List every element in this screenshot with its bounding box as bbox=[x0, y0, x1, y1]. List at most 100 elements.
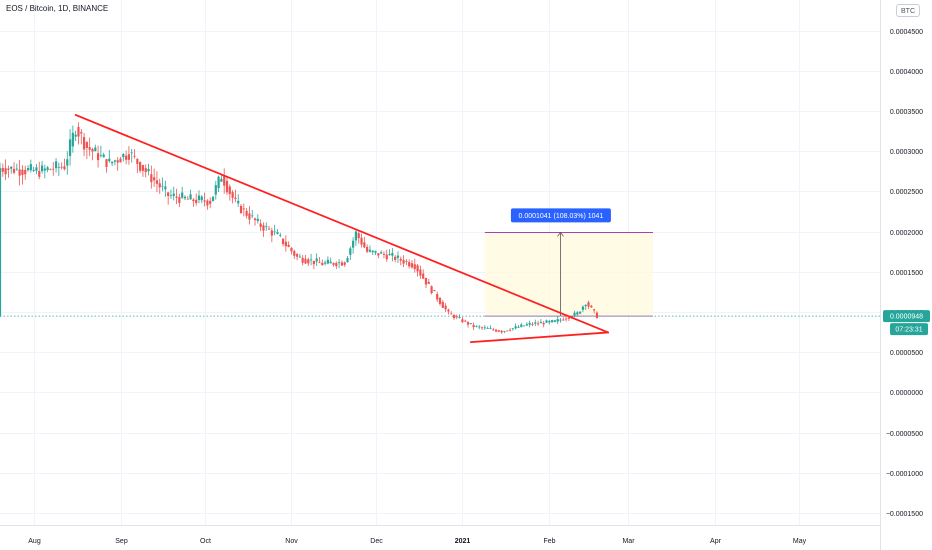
y-tick-label: 0.0002000 bbox=[890, 230, 923, 237]
candle-body bbox=[46, 167, 49, 170]
candle-body bbox=[130, 152, 133, 154]
candle-body bbox=[228, 186, 231, 195]
candle-body bbox=[536, 323, 540, 325]
candle-body bbox=[478, 326, 481, 328]
candle-body bbox=[116, 160, 119, 163]
candle-body bbox=[267, 228, 271, 230]
y-tick-label: 0.0003500 bbox=[890, 109, 923, 116]
candle-body bbox=[494, 329, 498, 332]
measure-label: 0.0001041 (108.03%) 1041 bbox=[518, 213, 603, 220]
candle-body bbox=[49, 169, 52, 171]
candle-body bbox=[584, 304, 587, 307]
candle-body bbox=[217, 176, 220, 189]
candle-body bbox=[587, 302, 590, 307]
candle-body bbox=[295, 254, 299, 257]
x-tick-label: Oct bbox=[200, 538, 211, 545]
candle-body bbox=[517, 326, 520, 328]
candle-body bbox=[368, 249, 372, 252]
candle-body bbox=[520, 324, 523, 327]
candle-body bbox=[74, 134, 77, 137]
currency-button[interactable]: BTC bbox=[896, 4, 920, 17]
price-badge-label: 0.0000948 bbox=[890, 314, 923, 321]
candle-body bbox=[281, 238, 285, 245]
candle-body bbox=[567, 317, 571, 319]
candle-body bbox=[506, 330, 509, 332]
candle-body bbox=[452, 314, 456, 319]
candle-body bbox=[581, 306, 585, 310]
candle-body bbox=[307, 259, 310, 264]
y-tick-label: 0.0004500 bbox=[890, 29, 923, 36]
candle-body bbox=[464, 320, 467, 322]
candle-body bbox=[113, 160, 117, 162]
candle-body bbox=[469, 323, 472, 324]
candle-body bbox=[189, 194, 192, 200]
candle-body bbox=[326, 259, 329, 264]
candle-body bbox=[298, 256, 301, 258]
candle-body bbox=[595, 312, 599, 319]
candle-body bbox=[122, 153, 125, 158]
candle-body bbox=[475, 325, 478, 327]
candle-body bbox=[492, 329, 495, 331]
candle-body bbox=[500, 330, 503, 333]
candle-body bbox=[147, 168, 150, 172]
candle-body bbox=[60, 166, 63, 168]
candle-body bbox=[419, 269, 422, 276]
candle-body bbox=[63, 166, 66, 170]
candle-body bbox=[102, 154, 105, 158]
candle-body bbox=[1, 168, 4, 172]
candle-body bbox=[503, 331, 506, 332]
candle-body bbox=[309, 259, 313, 261]
candle-body bbox=[12, 168, 16, 173]
candle-body bbox=[270, 230, 273, 236]
y-tick-label: 0.0003000 bbox=[890, 149, 923, 156]
candle-body bbox=[175, 196, 178, 198]
candle-body bbox=[186, 198, 189, 200]
candle-body bbox=[200, 196, 203, 201]
candle-body bbox=[416, 265, 419, 272]
candle-body bbox=[394, 256, 397, 260]
candle-body bbox=[332, 263, 335, 265]
y-tick-label: 0.0001500 bbox=[890, 270, 923, 277]
candle-body bbox=[276, 232, 279, 234]
candle-body bbox=[301, 257, 304, 263]
candle-body bbox=[153, 177, 156, 181]
candle-body bbox=[119, 158, 122, 163]
candle-body bbox=[576, 312, 579, 315]
candle-body bbox=[556, 319, 559, 322]
candle-body bbox=[346, 258, 349, 263]
candle-body bbox=[141, 165, 145, 171]
candle-body bbox=[385, 254, 388, 260]
candle-body bbox=[127, 154, 131, 160]
candle-body bbox=[422, 273, 425, 279]
candle-body bbox=[183, 196, 187, 199]
candle-body bbox=[343, 262, 346, 265]
candle-body bbox=[528, 322, 531, 325]
y-tick-label: 0.0004000 bbox=[890, 69, 923, 76]
candle-body bbox=[357, 233, 360, 239]
candle-body bbox=[329, 261, 332, 264]
candle-body bbox=[338, 262, 341, 264]
candle-body bbox=[590, 305, 593, 308]
candle-body bbox=[287, 244, 290, 247]
candle-body bbox=[256, 218, 259, 221]
candle-body bbox=[80, 132, 83, 134]
y-tick-label: 0.0000500 bbox=[890, 350, 923, 357]
candle-body bbox=[335, 262, 338, 267]
candle-body bbox=[433, 290, 436, 292]
candle-body bbox=[99, 154, 102, 156]
candle-body bbox=[480, 327, 484, 329]
candle-body bbox=[531, 324, 534, 325]
candle-body bbox=[534, 322, 537, 324]
candle-body bbox=[251, 215, 254, 217]
chart-title: EOS / Bitcoin, 1D, BINANCE bbox=[6, 4, 109, 13]
candle-body bbox=[458, 317, 461, 319]
candle-body bbox=[164, 186, 167, 190]
candle-body bbox=[32, 170, 35, 171]
x-tick-label: Feb bbox=[543, 538, 555, 545]
candle-body bbox=[96, 153, 100, 161]
candle-body bbox=[430, 286, 433, 294]
candle-body bbox=[144, 168, 147, 173]
candle-body bbox=[206, 200, 209, 206]
candle-body bbox=[349, 248, 352, 255]
